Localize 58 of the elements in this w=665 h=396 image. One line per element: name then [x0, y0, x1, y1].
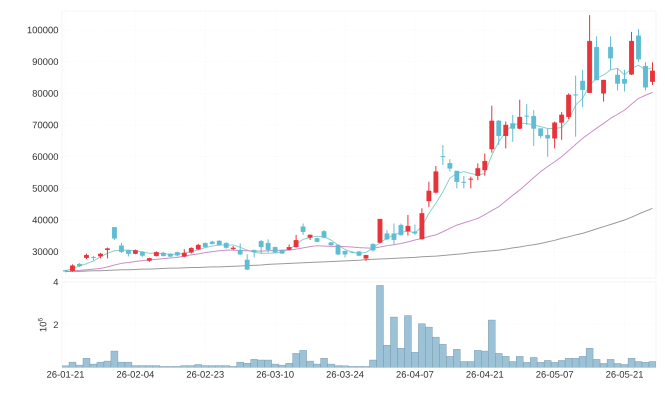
candlestick: [104, 247, 110, 259]
x-tick-label: 26-02-04: [116, 371, 154, 378]
candlestick: [258, 239, 264, 254]
candlestick: [461, 176, 466, 189]
candlestick: [384, 230, 390, 241]
candlestick: [447, 158, 452, 172]
candlestick: [392, 223, 396, 245]
y-tick-label: 50000: [32, 185, 58, 192]
candlestick: [559, 112, 564, 140]
candlestick: [468, 176, 474, 189]
candlestick: [552, 121, 558, 149]
candlestick: [398, 223, 404, 236]
candlestick: [622, 69, 627, 92]
candlestick: [244, 254, 250, 271]
y-tick-label: 2: [54, 321, 58, 328]
candlestick: [580, 69, 586, 108]
candlestick: [517, 99, 522, 130]
x-tick-label: 26-05-07: [536, 371, 574, 378]
candlestick: [608, 36, 614, 70]
y-axis-title: 10$^{6}$: [38, 318, 46, 332]
candlestick: [510, 114, 516, 142]
candlestick: [266, 238, 271, 253]
candlestick: [566, 92, 572, 120]
candlestick: [118, 242, 124, 254]
candlestick: [433, 165, 438, 194]
y-tick-label: 60000: [32, 153, 58, 160]
candlestick: [454, 170, 460, 189]
x-tick-label: 26-03-24: [326, 371, 364, 378]
candlestick: [643, 62, 648, 91]
candlestick: [112, 226, 117, 240]
x-tick-label: 26-01-21: [47, 371, 84, 378]
y-tick-label: 30000: [32, 248, 58, 256]
x-tick-label: 26-03-10: [256, 371, 294, 378]
candlestick: [636, 28, 641, 62]
x-tick-label: 26-02-23: [186, 371, 224, 378]
candlestick: [238, 242, 243, 256]
candlestick: [615, 68, 620, 91]
y-tick-label: 100000: [28, 26, 58, 34]
candlestick: [601, 80, 606, 102]
candlestick: [503, 121, 508, 149]
x-tick-label: 26-04-21: [466, 371, 504, 378]
candlestick: [573, 75, 578, 138]
y-tick-label: 70000: [32, 122, 58, 128]
candlestick: [294, 234, 299, 248]
candlestick: [405, 214, 410, 236]
candlestick: [650, 62, 655, 86]
candlestick: [412, 224, 418, 236]
x-tick-label: 26-04-07: [396, 371, 434, 378]
y-tick-label: 90000: [32, 58, 58, 66]
candlestick: [440, 144, 446, 166]
candlestick: [378, 218, 382, 244]
candlestick: [426, 181, 432, 208]
y-tick-label: 4: [53, 278, 58, 286]
x-tick-label: 26-05-21: [606, 371, 644, 378]
y-tick-label: 40000: [32, 216, 58, 224]
candlestick: [300, 223, 306, 236]
y-tick-label: 80000: [32, 90, 58, 97]
candlestick: [496, 119, 502, 146]
